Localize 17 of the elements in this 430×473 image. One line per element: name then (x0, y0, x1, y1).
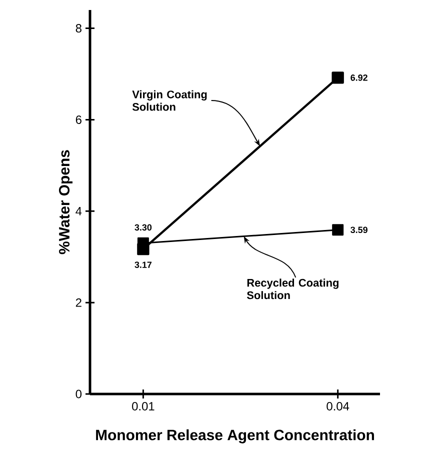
point (332, 72, 344, 84)
data-label: 3.59 (350, 226, 368, 234)
point (332, 224, 344, 236)
y-tick-label: 0 (76, 390, 82, 398)
annotation: Virgin Coating Solution (132, 90, 207, 111)
annotation: Recycled Coating Solution (246, 278, 338, 300)
x-tick-label: 0.01 (132, 402, 154, 410)
data-label: 3.30 (134, 224, 152, 231)
x-tick-label: 0.04 (326, 402, 350, 410)
y-tick-label: 8 (76, 24, 82, 33)
y-tick-label: 4 (76, 207, 82, 216)
data-label: 3.17 (134, 262, 152, 268)
y-axis-title: %Water Opens (58, 150, 72, 254)
y-tick-label: 2 (76, 298, 82, 307)
y-tick-label: 6 (76, 115, 82, 124)
data-label: 6.92 (350, 74, 368, 81)
x-axis-title: Monomer Release Agent Concentration (96, 429, 374, 444)
